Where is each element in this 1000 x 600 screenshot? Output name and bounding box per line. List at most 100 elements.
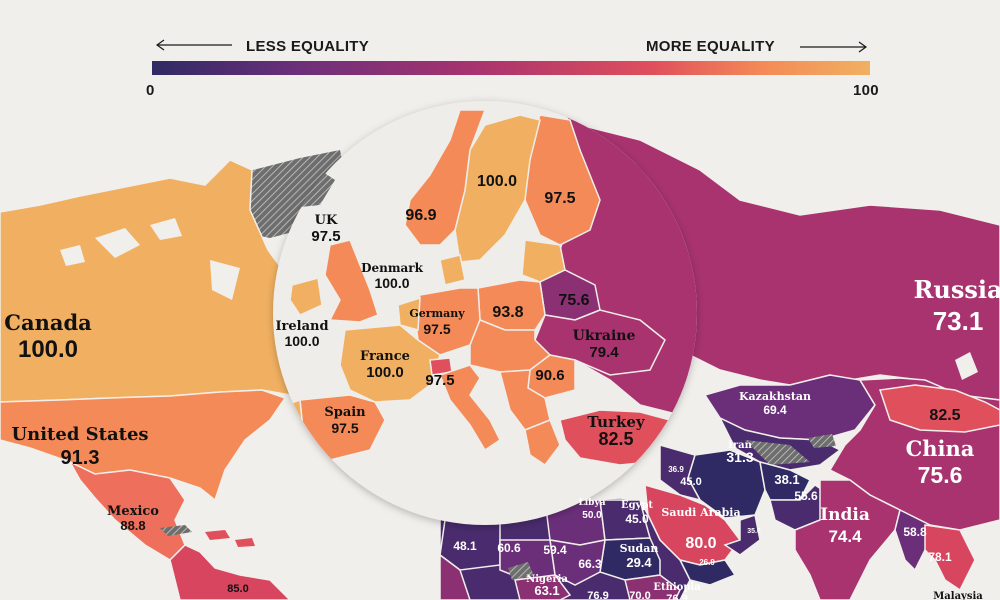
- unlabeled-3-value: 85.0: [227, 583, 248, 595]
- france-label: France: [360, 349, 410, 364]
- kazakhstan-label: Kazakhstan: [739, 390, 811, 403]
- left-arrow-head-icon: [155, 39, 165, 51]
- oman-shape: [723, 514, 761, 556]
- russia-label: Russia: [913, 275, 1000, 304]
- canada-label: Canada: [4, 310, 92, 335]
- unlabeled-40-value: 97.5: [544, 190, 575, 207]
- canada-value: 100.0: [18, 336, 78, 363]
- central-europe-shape: [469, 319, 552, 373]
- legend-left-label: LESS EQUALITY: [246, 38, 369, 55]
- nigeria-value: 63.1: [534, 583, 559, 598]
- ireland-label: Ireland: [275, 319, 328, 334]
- saudi-arabia-label: Saudi Arabia: [661, 506, 740, 519]
- united-states-value: 91.3: [61, 447, 100, 469]
- unlabeled-28-value: 58.8: [903, 525, 927, 539]
- west-coast-shape: [439, 553, 471, 600]
- unlabeled-12-value: 45.0: [680, 476, 701, 488]
- spain-label: Spain: [324, 405, 366, 420]
- unlabeled-25-value: 66.3: [578, 557, 602, 571]
- unlabeled-29-value: 78.1: [928, 550, 952, 564]
- iran-label: Iran: [728, 440, 752, 451]
- india-shape: [794, 479, 901, 600]
- ethiopia-value: 76.9: [666, 593, 687, 600]
- canada-islands: [60, 218, 240, 300]
- unlabeled-16-value: 26.9: [699, 558, 715, 567]
- sudan-value: 29.4: [626, 555, 652, 570]
- egypt-shape: [599, 499, 651, 541]
- iran-value: 31.3: [726, 449, 753, 465]
- denmark-shape: [439, 254, 466, 286]
- unlabeled-11-value: 55.6: [794, 489, 818, 503]
- central-asia-nodata-shape-2: [808, 434, 836, 448]
- unlabeled-13-value: 36.9: [668, 465, 684, 474]
- uk-shape: [324, 239, 379, 323]
- ukraine-label: Ukraine: [573, 328, 636, 344]
- libya-label: Libya: [578, 498, 605, 508]
- kazakhstan-value: 69.4: [763, 403, 787, 417]
- unlabeled-15-value: 35.6: [747, 528, 761, 535]
- egypt-value: 45.0: [625, 512, 649, 526]
- indochina-shape: [924, 524, 976, 592]
- italy-shape: [439, 364, 501, 452]
- india-value: 74.4: [828, 527, 862, 546]
- ireland-shape: [289, 277, 323, 316]
- ukraine-value: 79.4: [589, 344, 619, 361]
- legend-min-label: 0: [146, 82, 155, 99]
- nigeria-shape: [514, 574, 572, 600]
- sudan-label: Sudan: [620, 542, 659, 555]
- unlabeled-27-value: 70.0: [629, 590, 650, 600]
- germany-label: Germany: [409, 307, 465, 320]
- spain-value: 97.5: [331, 420, 358, 436]
- unlabeled-22-value: 48.1: [453, 539, 477, 553]
- saudi-arabia-value: 80.0: [685, 535, 716, 552]
- ireland-value: 100.0: [284, 333, 319, 349]
- unlabeled-39-value: 100.0: [477, 173, 517, 190]
- unlabeled-44-value: 90.6: [535, 367, 564, 384]
- unlabeled-23-value: 60.6: [497, 541, 521, 555]
- india-label: India: [820, 505, 870, 525]
- unlabeled-10-value: 38.1: [774, 472, 799, 487]
- unlabeled-42-value: 93.8: [492, 304, 523, 321]
- central-america-shape: [169, 544, 292, 600]
- malaysia-label: Malaysia: [933, 591, 983, 600]
- russia-value: 73.1: [933, 306, 984, 336]
- right-arrow-head-icon: [858, 41, 868, 53]
- denmark-value: 100.0: [374, 275, 409, 291]
- france-value: 100.0: [366, 364, 404, 381]
- nigeria-label: Nigeria: [526, 574, 568, 585]
- iraq-shape: [659, 444, 702, 502]
- unlabeled-26-value: 76.9: [587, 590, 608, 600]
- uk-label: UK: [315, 213, 338, 228]
- unlabeled-45-value: 97.5: [425, 372, 454, 389]
- africa-nodata-shape: [508, 562, 534, 580]
- unlabeled-43-value: 75.6: [558, 292, 589, 309]
- denmark-label: Denmark: [361, 261, 424, 275]
- central-asia-nodata-shape: [745, 440, 810, 465]
- balkans-shape: [499, 369, 551, 431]
- turkey-label: Turkey: [587, 413, 646, 431]
- turkey-value: 82.5: [598, 429, 633, 449]
- caribbean-shape: [160, 525, 192, 536]
- unlabeled-6-value: 82.5: [929, 407, 960, 424]
- russia-lake: [955, 352, 978, 380]
- legend-max-label: 100: [853, 82, 879, 99]
- mongolia-shape: [879, 384, 1000, 433]
- mexico-label: Mexico: [107, 504, 159, 519]
- france-shape: [339, 324, 441, 403]
- germany-value: 97.5: [423, 321, 450, 337]
- libya-value: 50.0: [582, 510, 602, 521]
- united-states-label: United States: [11, 424, 148, 445]
- egypt-label: Egypt: [621, 500, 653, 511]
- greece-shape: [524, 419, 561, 467]
- unlabeled-24-value: 59.4: [543, 543, 567, 557]
- mexico-value: 88.8: [120, 518, 145, 533]
- ethiopia-label: Ethiopia: [653, 582, 701, 593]
- legend-right-label: MORE EQUALITY: [646, 38, 775, 55]
- china-value: 75.6: [918, 462, 963, 488]
- norway-shape: [404, 109, 487, 246]
- benelux-shape: [397, 296, 421, 331]
- unlabeled-41-value: 96.9: [405, 207, 436, 224]
- caribbean-islands: [205, 530, 255, 547]
